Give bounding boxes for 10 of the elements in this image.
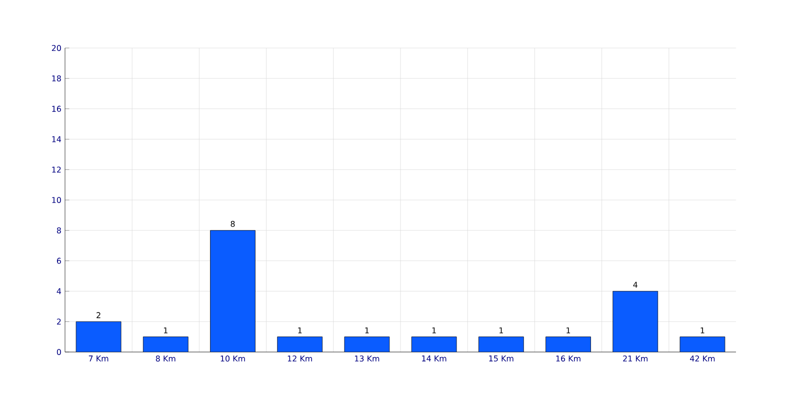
bar xyxy=(612,291,658,352)
bar xyxy=(210,230,256,352)
bar xyxy=(143,336,188,352)
bar xyxy=(412,336,457,352)
bar xyxy=(680,336,726,352)
bar xyxy=(277,336,322,352)
bar xyxy=(344,336,390,352)
bar xyxy=(478,336,524,352)
bar xyxy=(546,336,591,352)
bar xyxy=(76,322,122,352)
